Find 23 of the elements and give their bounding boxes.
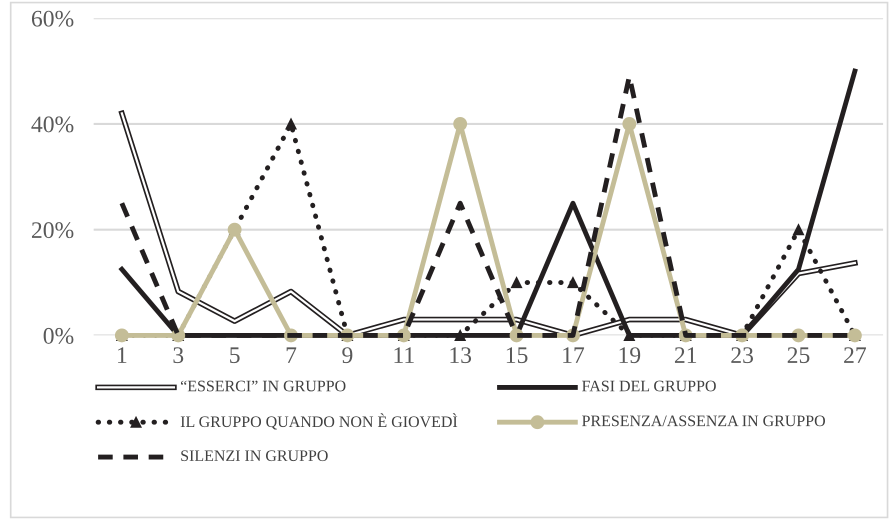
- x-tick-label: 11: [394, 347, 414, 363]
- legend-label: SILENZI IN GRUPPO: [181, 450, 328, 462]
- x-tick-label: 27: [844, 347, 866, 363]
- legend-label: FASI DEL GRUPPO: [582, 380, 716, 392]
- y-tick-label: 0%: [44, 328, 74, 344]
- y-tick-label: 60%: [32, 10, 74, 27]
- x-tick-label: 21: [674, 347, 696, 363]
- x-tick-label: 5: [230, 347, 240, 364]
- legend-label: IL GRUPPO QUANDO NON È GIOVEDÌ: [180, 413, 458, 430]
- x-tick-label: 25: [788, 347, 810, 364]
- x-tick-label: 23: [731, 347, 753, 364]
- x-tick-label: 17: [563, 347, 584, 363]
- y-tick-label: 40%: [31, 116, 74, 132]
- x-tick-label: 15: [506, 347, 528, 364]
- x-tick-label: 13: [450, 347, 472, 364]
- x-tick-label: 1: [118, 347, 126, 363]
- legend-label: PRESENZA/ASSENZA IN GRUPPO: [582, 416, 825, 426]
- legend-label: “ESSERCI” IN GRUPPO: [180, 380, 346, 392]
- x-tick-label: 3: [173, 347, 184, 364]
- y-tick-label: 20%: [32, 222, 74, 238]
- x-tick-label: 19: [620, 347, 640, 364]
- x-tick-label: 7: [286, 347, 296, 363]
- x-tick-label: 9: [342, 347, 352, 364]
